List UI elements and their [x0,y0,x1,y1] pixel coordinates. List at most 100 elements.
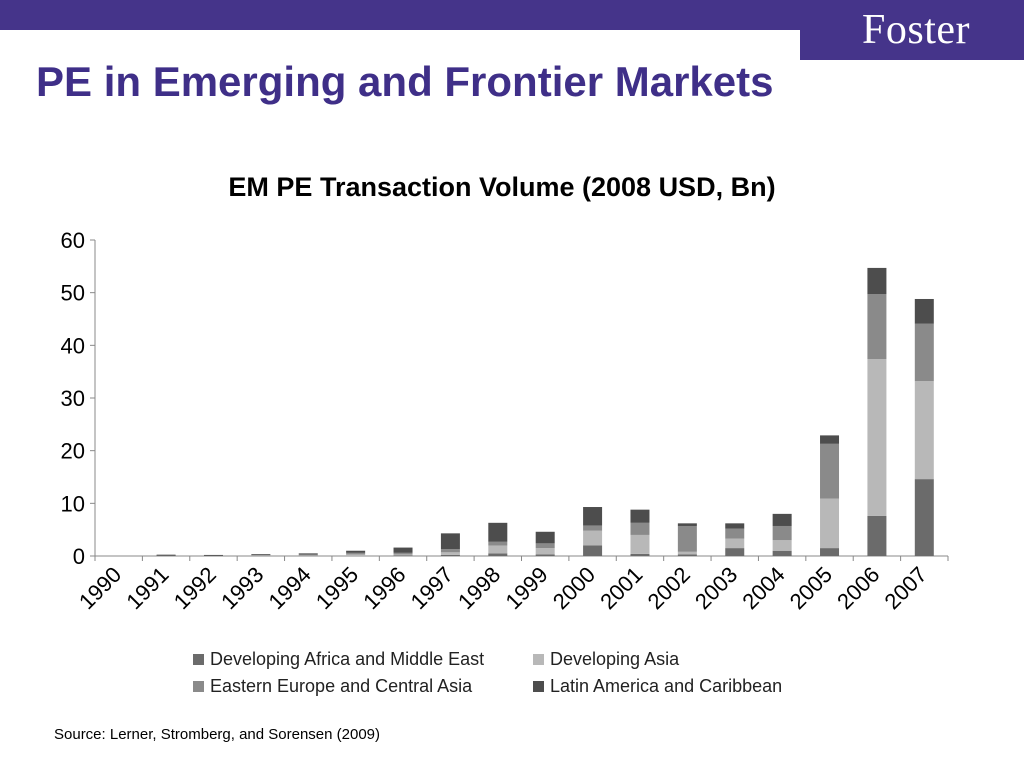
x-tick-label: 1992 [169,562,221,614]
legend-label: Eastern Europe and Central Asia [210,676,473,696]
x-tick-label: 2003 [690,562,742,614]
legend-item: Eastern Europe and Central Asia [193,675,533,698]
bar-segment [820,443,840,499]
x-tick-label: 2001 [595,562,647,614]
bar-segment [583,530,603,546]
y-tick-label: 30 [61,386,85,411]
bar-segment [440,533,460,550]
bar-segment [251,555,271,556]
legend-swatch [533,681,544,692]
bar-segment [488,553,508,556]
bar-segment [535,543,555,549]
x-tick-label: 1995 [311,562,363,614]
x-tick-label: 1990 [74,562,126,614]
bar-segment [677,523,697,526]
x-tick-label: 2006 [832,562,884,614]
legend-label: Latin America and Caribbean [550,676,783,696]
x-tick-label: 1994 [263,562,315,614]
bar-segment [914,298,934,324]
bar-segment [630,534,650,554]
legend-swatch [193,681,204,692]
y-tick-label: 60 [61,228,85,253]
x-tick-label: 1993 [216,562,268,614]
x-tick-label: 1991 [121,562,173,614]
chart-legend: Developing Africa and Middle East Develop… [193,648,833,698]
x-tick-label: 2005 [785,562,837,614]
bar-segment [440,554,460,556]
source-note: Source: Lerner, Stromberg, and Sorensen … [54,726,381,743]
bar-segment [251,554,271,556]
bar-segment [535,531,555,544]
bar-segment [772,550,792,556]
y-tick-label: 10 [61,491,85,516]
bar-segment [488,545,508,554]
bar-segment [677,554,697,556]
x-tick-label: 2004 [737,562,789,614]
y-tick-label: 20 [61,439,85,464]
bar-segment [440,552,460,555]
bar-segment [772,513,792,526]
bar-segment [630,522,650,535]
x-tick-label: 1998 [453,562,505,614]
bar-segment [156,554,176,556]
bar-segment [393,547,413,553]
bar-segment [914,323,934,382]
x-tick-label: 2000 [548,562,600,614]
bar-segment [488,522,508,542]
bar-segment [346,552,366,555]
bar-segment [298,555,318,556]
bar-segment [203,554,223,556]
x-tick-label: 2002 [643,562,695,614]
bar-segment [914,381,934,480]
x-tick-label: 1997 [406,562,458,614]
brand-logo: Foster [800,0,1024,60]
bar-segment [298,553,318,555]
y-tick-label: 50 [61,281,85,306]
bar-segment [725,523,745,529]
bar-segment [772,540,792,551]
bar-segment [725,528,745,539]
bar-segment [393,554,413,556]
x-tick-label: 1999 [500,562,552,614]
legend-swatch [193,654,204,665]
bar-segment [251,554,271,555]
bar-segment [820,435,840,444]
bar-segment [677,525,697,552]
x-tick-label: 1996 [358,562,410,614]
bar-segment [867,359,887,516]
legend-label: Developing Asia [550,649,680,669]
bar-segment [914,479,934,556]
page-title: PE in Emerging and Frontier Markets [36,58,774,105]
bar-segment [820,498,840,549]
bar-segment [867,515,887,556]
bars [156,267,934,556]
legend-item: Latin America and Caribbean [533,675,813,698]
axes [90,239,949,561]
bar-segment [535,548,555,555]
bar-segment [583,545,603,556]
chart-title: EM PE Transaction Volume (2008 USD, Bn) [228,172,776,202]
bar-segment [725,538,745,549]
legend-label: Developing Africa and Middle East [210,649,485,669]
bar-segment [820,548,840,556]
bar-segment [630,553,650,556]
bar-segment [346,554,366,556]
bar-segment [725,548,745,556]
logo-text: Foster [862,7,970,53]
bar-segment [867,294,887,360]
bar-segment [772,525,792,541]
legend-item: Developing Asia [533,648,813,671]
bar-segment [346,550,366,553]
y-tick-label: 40 [61,333,85,358]
bar-segment [583,525,603,531]
x-tick-label: 2007 [880,562,932,614]
bar-segment [393,552,413,555]
bar-segment [440,549,460,553]
bar-segment [677,551,697,555]
bar-segment [298,554,318,556]
bar-segment [867,267,887,295]
bar-segment [630,509,650,523]
y-tick-label: 0 [73,544,85,569]
legend-item: Developing Africa and Middle East [193,648,533,671]
